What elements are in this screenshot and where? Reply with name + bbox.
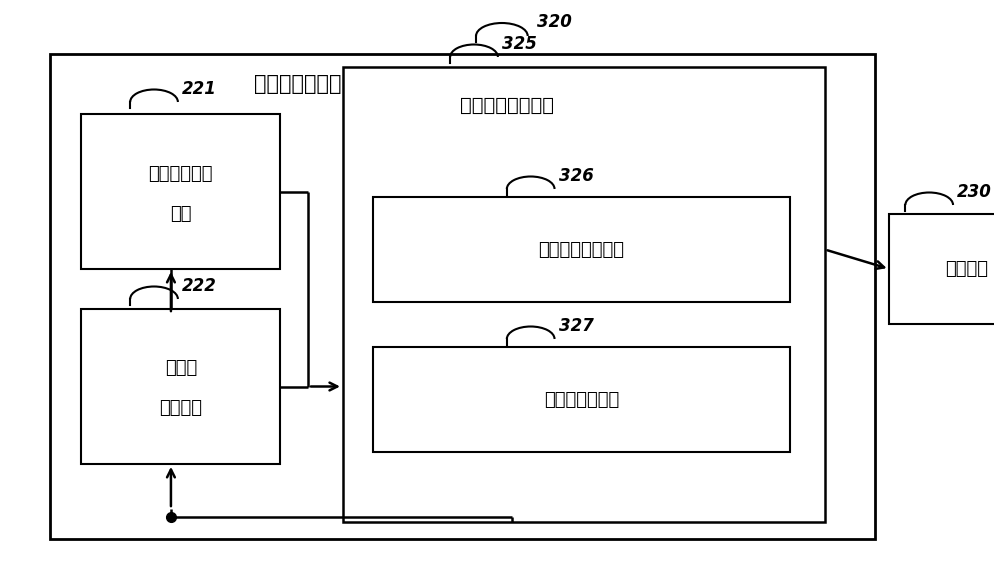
- Bar: [373, 347, 790, 452]
- Bar: [373, 197, 790, 302]
- Text: 221: 221: [182, 80, 217, 98]
- Bar: [81, 114, 280, 269]
- Text: 希氏束活动检测器: 希氏束活动检测器: [460, 95, 554, 114]
- Text: 控制电路: 控制电路: [945, 260, 988, 278]
- Text: 电路: 电路: [170, 204, 192, 223]
- Text: 心律失常检测器: 心律失常检测器: [544, 390, 619, 409]
- Text: 326: 326: [559, 167, 593, 185]
- Bar: [81, 309, 280, 464]
- Text: 跨通道: 跨通道: [165, 359, 197, 378]
- Text: 心脏事件检测器: 心脏事件检测器: [254, 74, 342, 94]
- Text: 希氏束活动识别器: 希氏束活动识别器: [538, 241, 624, 258]
- Text: 230: 230: [957, 183, 992, 201]
- Text: 320: 320: [537, 13, 572, 31]
- Text: 灵敏度调节器: 灵敏度调节器: [149, 165, 213, 183]
- Bar: [889, 214, 1000, 324]
- Text: 327: 327: [559, 317, 593, 335]
- Text: 消隐电路: 消隐电路: [159, 400, 202, 417]
- Text: 325: 325: [502, 35, 537, 53]
- Bar: [50, 54, 875, 539]
- Bar: [343, 67, 825, 522]
- Text: 222: 222: [182, 277, 217, 295]
